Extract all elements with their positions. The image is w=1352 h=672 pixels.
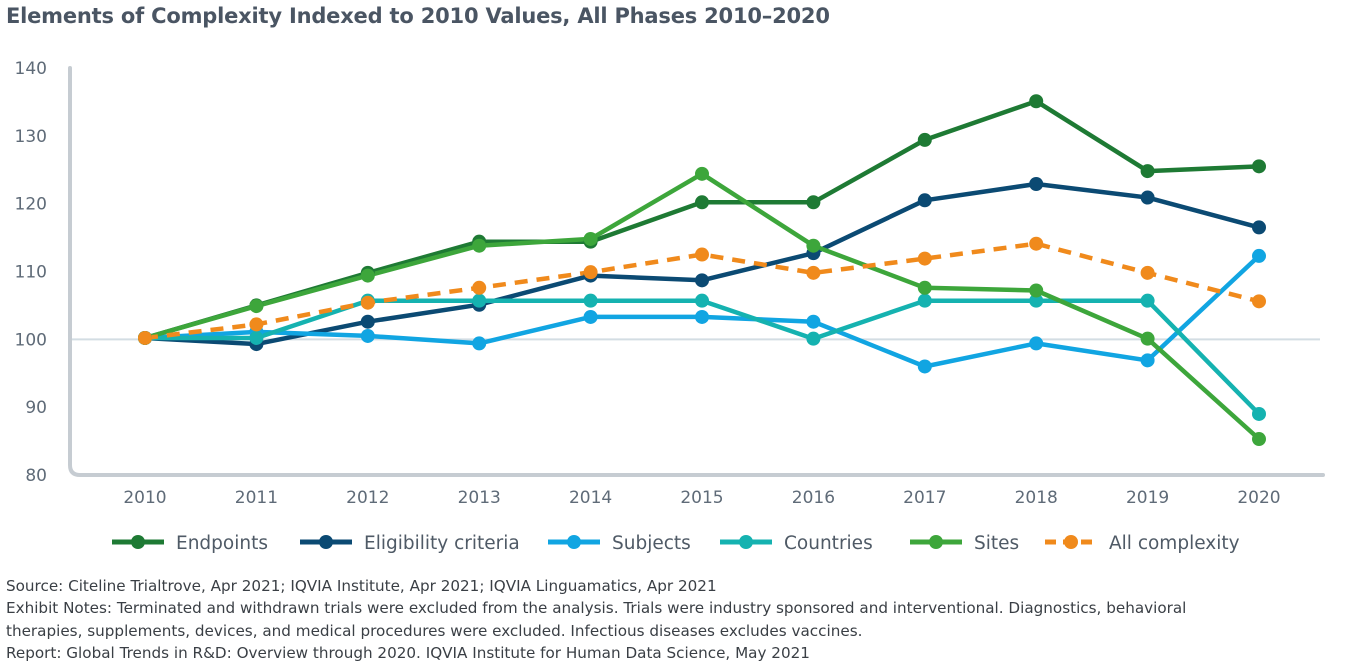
data-point [249, 330, 264, 345]
data-point [583, 293, 598, 308]
data-point [583, 309, 598, 324]
y-tick-label: 140 [15, 59, 47, 79]
data-point [1029, 283, 1044, 298]
data-point [917, 193, 932, 208]
data-point [1029, 94, 1044, 109]
data-point [917, 280, 932, 295]
chart-legend: Endpoints Eligibility criteria Subjects Cou… [112, 533, 1240, 554]
x-tick-label: 2018 [1015, 488, 1058, 508]
x-tick-label: 2016 [792, 488, 835, 508]
data-point [695, 166, 709, 181]
data-point [1029, 236, 1044, 251]
data-point [695, 293, 709, 308]
data-point [360, 268, 375, 283]
data-point [1140, 353, 1155, 368]
data-point [1252, 159, 1266, 174]
legend-label: Sites [974, 533, 1019, 554]
data-point [1252, 432, 1266, 447]
data-point [695, 309, 709, 324]
data-point [806, 195, 821, 210]
data-point [695, 247, 709, 262]
data-point [583, 231, 598, 246]
legend-swatch-marker [929, 535, 943, 549]
series-line [144, 241, 1260, 341]
x-tick-label: 2017 [903, 488, 946, 508]
data-point [1029, 336, 1044, 351]
data-point [806, 314, 821, 329]
data-point [1140, 164, 1155, 179]
data-point [1252, 294, 1266, 309]
data-point [1140, 190, 1155, 205]
data-point [1252, 406, 1266, 421]
data-point [360, 295, 375, 310]
legend-swatch-marker [131, 535, 145, 549]
chart-footer: Source: Citeline Trialtrove, Apr 2021; I… [6, 575, 1322, 664]
y-tick-label: 120 [15, 195, 47, 215]
legend-label: All complexity [1109, 533, 1240, 554]
x-tick-label: 2011 [235, 488, 278, 508]
data-point [583, 265, 598, 280]
data-point [806, 238, 821, 253]
data-point [695, 273, 709, 288]
y-tick-label: 110 [15, 263, 47, 283]
data-point [1140, 265, 1155, 280]
y-tick-label: 100 [15, 330, 47, 350]
report-note: Report: Global Trends in R&D: Overview t… [6, 643, 810, 662]
data-point [249, 299, 264, 314]
data-point [917, 293, 932, 308]
data-point [360, 314, 375, 329]
data-point [917, 359, 932, 374]
x-tick-label: 2020 [1237, 488, 1280, 508]
data-point [1252, 248, 1266, 263]
y-tick-label: 90 [25, 398, 47, 418]
data-point [138, 330, 152, 345]
data-point [472, 293, 487, 308]
y-tick-label: 130 [15, 127, 47, 147]
data-point [806, 331, 821, 346]
chart-axes: 80 90 100 110 120 130 140 2010 2011 2012 2013 2014 2… [15, 59, 1325, 508]
legend-label: Eligibility criteria [364, 533, 520, 554]
data-point [249, 317, 264, 332]
axis-frame [68, 66, 1325, 477]
legend-swatch-marker [567, 535, 581, 549]
data-point [1140, 293, 1155, 308]
data-point [472, 280, 487, 295]
legend-label: Countries [784, 533, 873, 554]
line-chart: 80 90 100 110 120 130 140 2010 2011 2012 2013 2014 2… [15, 59, 1325, 554]
exhibit-notes-line-2: therapies, supplements, devices, and med… [6, 621, 863, 640]
x-tick-label: 2012 [346, 488, 389, 508]
data-point [1029, 176, 1044, 191]
data-point [695, 195, 709, 210]
exhibit-notes-line-1: Exhibit Notes: Terminated and withdrawn … [6, 599, 1187, 618]
data-point [917, 251, 932, 266]
x-tick-label: 2014 [569, 488, 612, 508]
data-point [360, 328, 375, 343]
source-note: Source: Citeline Trialtrove, Apr 2021; I… [6, 577, 717, 595]
legend-label: Endpoints [176, 533, 268, 554]
data-point [1029, 293, 1044, 308]
x-tick-label: 2013 [458, 488, 501, 508]
x-tick-label: 2019 [1126, 488, 1169, 508]
data-point [1252, 220, 1266, 235]
x-tick-label: 2010 [123, 488, 166, 508]
data-point [806, 265, 821, 280]
legend-swatch-marker [1064, 535, 1078, 549]
data-point [472, 238, 487, 253]
chart-lines [142, 98, 1262, 442]
legend-label: Subjects [612, 533, 691, 554]
legend-swatch-marker [739, 535, 753, 549]
data-point [472, 336, 487, 351]
data-point [1140, 331, 1155, 346]
x-tick-label: 2015 [680, 488, 723, 508]
chart-markers [138, 94, 1266, 447]
y-tick-label: 80 [25, 466, 47, 486]
data-point [917, 132, 932, 147]
chart-title: Elements of Complexity Indexed to 2010 V… [6, 4, 830, 28]
legend-swatch-marker [319, 535, 333, 549]
